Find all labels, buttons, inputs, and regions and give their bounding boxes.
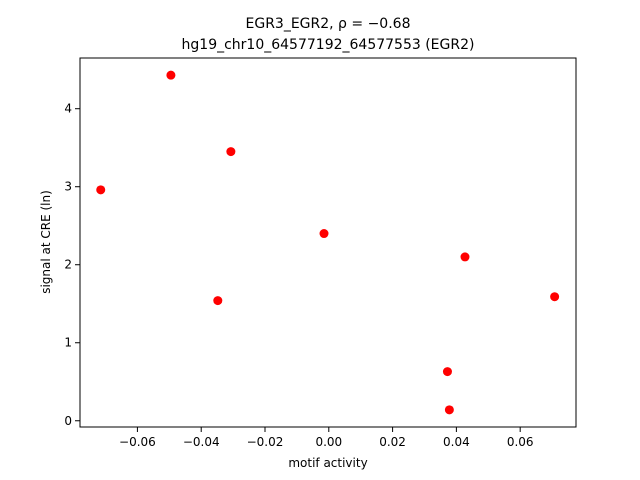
y-tick-label: 0	[64, 414, 72, 428]
x-tick-label: 0.00	[315, 435, 342, 449]
data-point	[319, 229, 329, 239]
data-point	[166, 70, 176, 80]
y-axis-ticks: 0 1 2 3 4	[64, 102, 80, 428]
data-points	[96, 70, 560, 415]
x-tick-label: −0.02	[247, 435, 284, 449]
data-point	[460, 252, 470, 262]
y-tick-label: 4	[64, 102, 72, 116]
chart-title-line1: EGR3_EGR2, ρ = −0.68	[246, 16, 411, 32]
data-point	[226, 147, 236, 157]
data-point	[96, 185, 106, 195]
data-point	[550, 292, 560, 302]
x-tick-label: −0.06	[119, 435, 156, 449]
x-tick-label: 0.02	[379, 435, 406, 449]
x-axis-ticks: −0.06 −0.04 −0.02 0.00 0.02 0.04 0.06	[119, 427, 534, 449]
y-tick-label: 3	[64, 180, 72, 194]
y-axis-label: signal at CRE (ln)	[39, 190, 53, 294]
x-tick-label: −0.04	[183, 435, 220, 449]
x-axis-label: motif activity	[288, 456, 367, 470]
chart-title-line2: hg19_chr10_64577192_64577553 (EGR2)	[182, 37, 475, 53]
plot-frame	[79, 57, 577, 428]
data-point	[442, 367, 452, 377]
y-tick-label: 1	[64, 336, 72, 350]
x-tick-label: 0.06	[507, 435, 534, 449]
x-tick-label: 0.04	[443, 435, 470, 449]
data-point	[213, 296, 223, 306]
data-point	[444, 405, 454, 415]
y-tick-label: 2	[64, 258, 72, 272]
